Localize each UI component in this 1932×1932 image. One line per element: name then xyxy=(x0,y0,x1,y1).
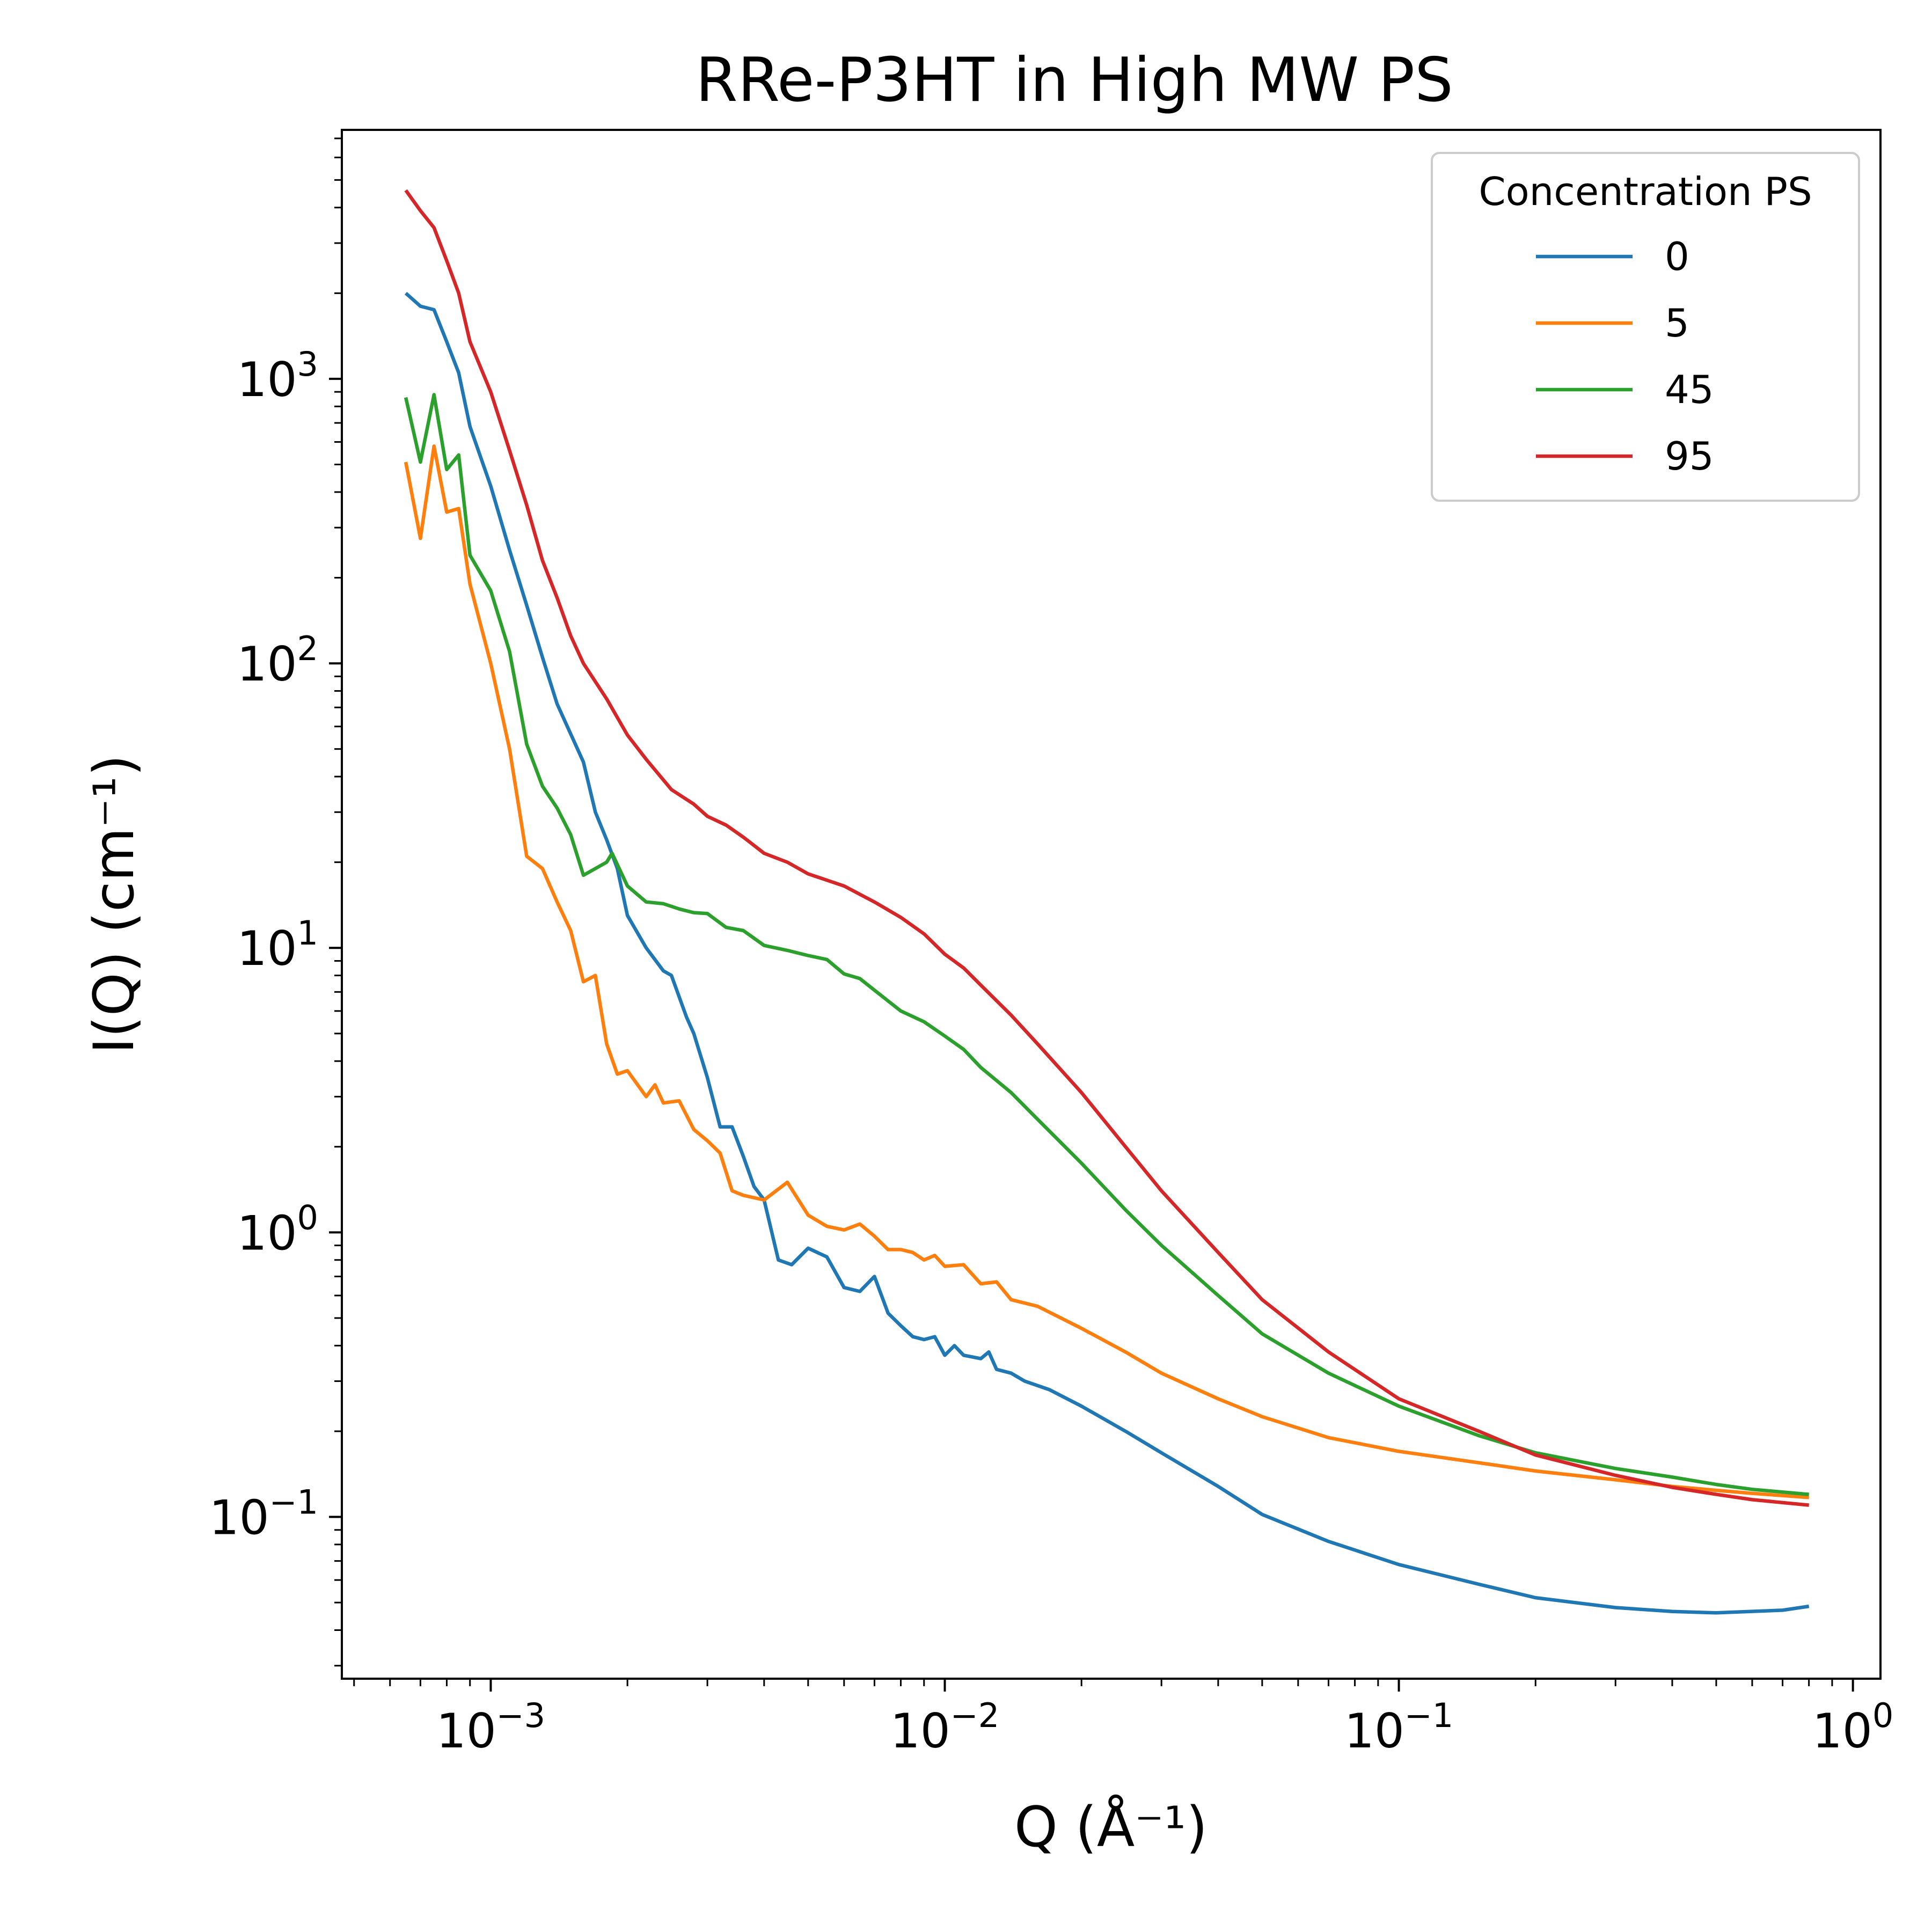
y-axis-label: I(Q) (cm⁻¹) xyxy=(82,755,147,1054)
x-tick-label: 100 xyxy=(1812,1696,1893,1759)
plot-frame xyxy=(341,129,1882,1680)
chart-title: RRe-P3HT in High MW PS xyxy=(696,45,1453,115)
x-tick-label: 10−3 xyxy=(436,1696,545,1759)
series-line-45 xyxy=(404,393,1809,1496)
y-tick-label: 101 xyxy=(237,913,318,976)
series-line-5 xyxy=(404,444,1809,1499)
legend-label-5: 5 xyxy=(1665,301,1689,346)
series-line-95 xyxy=(404,189,1810,1507)
y-tick-label: 103 xyxy=(237,345,318,407)
x-axis: 10−3 10−2 10−1 100 xyxy=(353,1679,1893,1759)
legend-label-0: 0 xyxy=(1665,234,1689,279)
plot-lines xyxy=(404,189,1810,1615)
y-axis: 10−1 100 101 102 103 xyxy=(209,137,342,1667)
y-tick-label: 102 xyxy=(237,629,318,692)
x-tick-label: 10−2 xyxy=(890,1696,999,1759)
x-tick-label: 10−1 xyxy=(1344,1696,1453,1759)
legend-box xyxy=(1431,152,1860,502)
legend-label-45: 45 xyxy=(1665,367,1714,412)
y-tick-label: 10−1 xyxy=(209,1483,318,1546)
y-tick-label: 100 xyxy=(237,1198,318,1261)
legend-label-95: 95 xyxy=(1665,434,1714,479)
series-line-0 xyxy=(404,291,1810,1615)
x-axis-label: Q (Å⁻¹) xyxy=(1014,1795,1208,1860)
legend-title: Concentration PS xyxy=(1479,169,1812,214)
legend: Concentration PS 0 5 45 95 xyxy=(1431,152,1860,502)
